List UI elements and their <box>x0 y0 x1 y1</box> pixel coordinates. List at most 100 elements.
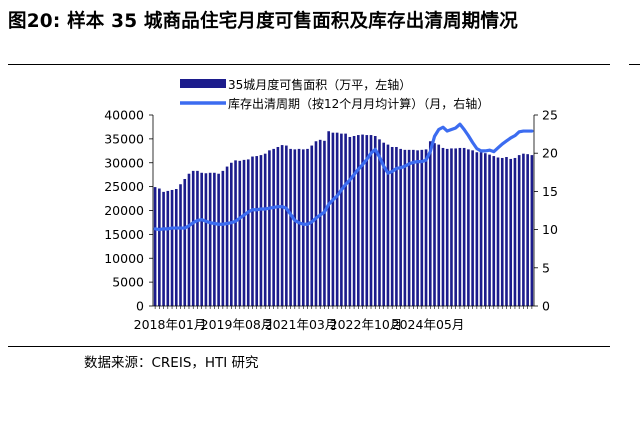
bar-2024-12 <box>505 157 508 306</box>
bar-2018-10 <box>191 170 195 306</box>
bar-2024-02 <box>462 147 466 306</box>
left-tick-label: 0 <box>136 299 144 314</box>
bar-2021-08 <box>335 132 339 306</box>
bar-2025-05 <box>526 154 529 306</box>
bar-2019-04 <box>217 173 220 306</box>
bar-2019-05 <box>221 170 225 306</box>
bar-2022-09 <box>390 146 394 306</box>
left-tick-label: 25000 <box>104 179 144 194</box>
bar-2023-03 <box>416 150 419 306</box>
bar-2024-11 <box>500 157 504 306</box>
bar-2020-06 <box>276 146 280 306</box>
bar-2019-09 <box>238 160 242 306</box>
bar-2020-04 <box>268 150 271 306</box>
bar-2018-09 <box>187 173 191 306</box>
bar-2020-05 <box>272 148 275 306</box>
legend-bar-label: 35城月度可售面积（万平，左轴） <box>228 77 411 92</box>
bar-2019-11 <box>246 159 250 306</box>
bar-2024-08 <box>488 154 491 306</box>
left-tick-label: 40000 <box>104 108 144 123</box>
bar-2018-07 <box>179 184 182 306</box>
bar-2022-10 <box>395 146 398 306</box>
right-tick-label: 10 <box>542 222 558 237</box>
bar-2023-10 <box>445 148 449 306</box>
bar-2020-02 <box>259 155 263 306</box>
left-tick-label: 35000 <box>104 131 144 146</box>
bar-2024-06 <box>479 152 483 306</box>
bar-2023-09 <box>441 147 445 306</box>
x-tick-label: 2024年05月 <box>392 317 465 332</box>
bar-2024-05 <box>475 152 479 306</box>
bar-2022-04 <box>369 135 373 306</box>
bar-2020-03 <box>263 153 267 306</box>
x-tick-label: 2018年01月 <box>134 317 207 332</box>
bar-2019-06 <box>225 166 229 306</box>
chart-area: 0 5000 10000 15000 20000 25000 30000 35000 40000… <box>104 77 558 333</box>
bar-2018-02 <box>158 188 161 306</box>
bar-2023-05 <box>424 149 428 306</box>
source-note: 数据来源：CREIS，HTI 研究 <box>84 355 259 371</box>
left-tick-label: 30000 <box>104 155 144 170</box>
bar-2021-01 <box>306 148 309 306</box>
bar-2021-11 <box>348 136 352 306</box>
axes: 0 5000 10000 15000 20000 25000 30000 35000 40000… <box>104 108 558 333</box>
bar-2020-08 <box>285 145 288 306</box>
x-tick-label: 2019年08月 <box>201 317 274 332</box>
right-tick-label: 25 <box>542 108 558 123</box>
line-series <box>153 122 534 232</box>
bar-2022-02 <box>361 134 364 306</box>
adjacent-panel-divider <box>629 64 640 65</box>
clearance-cycle-line <box>153 122 534 232</box>
bar-2020-07 <box>280 145 284 306</box>
bar-2021-05 <box>323 140 326 306</box>
bar-2023-04 <box>420 149 424 306</box>
bar-2023-11 <box>450 148 453 306</box>
bar-series <box>153 131 534 306</box>
bar-2020-12 <box>301 149 305 306</box>
bar-2025-06 <box>530 155 534 306</box>
bar-2024-09 <box>492 156 496 306</box>
bar-2024-01 <box>458 147 462 306</box>
bar-2024-07 <box>484 153 487 306</box>
bar-2021-02 <box>310 145 314 306</box>
bar-2025-04 <box>522 153 525 306</box>
source-divider <box>8 346 610 347</box>
bar-2022-05 <box>373 136 377 306</box>
bar-2025-03 <box>517 155 521 306</box>
bar-2022-03 <box>365 135 369 306</box>
legend-bar-swatch <box>180 79 226 88</box>
bar-2025-01 <box>509 158 513 306</box>
bar-2020-11 <box>297 148 301 306</box>
bar-2023-07 <box>433 143 436 306</box>
bar-2018-03 <box>162 191 165 306</box>
bar-2021-06 <box>327 131 330 306</box>
bar-2021-04 <box>318 139 322 306</box>
bar-2018-12 <box>200 172 203 306</box>
bar-2019-12 <box>251 156 254 306</box>
bar-2018-08 <box>183 178 187 306</box>
bar-2023-01 <box>407 149 411 306</box>
bar-2022-11 <box>399 148 402 306</box>
bar-2020-10 <box>293 149 297 306</box>
bar-2020-09 <box>289 148 292 306</box>
bar-2018-11 <box>196 170 199 306</box>
bar-2022-12 <box>403 149 407 306</box>
bar-2022-01 <box>357 135 360 306</box>
bar-2018-01 <box>153 187 157 306</box>
right-tick-label: 20 <box>542 146 558 161</box>
legend: 35城月度可售面积（万平，左轴） 库存出清周期（按12个月月均计算）（月，右轴） <box>180 77 489 111</box>
bar-2024-10 <box>496 157 500 306</box>
right-tick-label: 15 <box>542 184 558 199</box>
bar-2024-04 <box>471 150 474 306</box>
bar-2023-12 <box>454 148 457 306</box>
bar-2018-04 <box>166 190 170 306</box>
bar-2020-01 <box>255 156 259 306</box>
bar-2023-02 <box>412 149 415 306</box>
bar-2019-08 <box>234 160 237 306</box>
bar-2021-07 <box>331 132 335 306</box>
legend-line-label: 库存出清周期（按12个月月均计算）（月，右轴） <box>228 96 489 111</box>
left-tick-label: 20000 <box>104 203 144 218</box>
bar-2019-02 <box>208 172 212 306</box>
bar-2022-06 <box>378 139 381 306</box>
left-tick-label: 10000 <box>104 251 144 266</box>
